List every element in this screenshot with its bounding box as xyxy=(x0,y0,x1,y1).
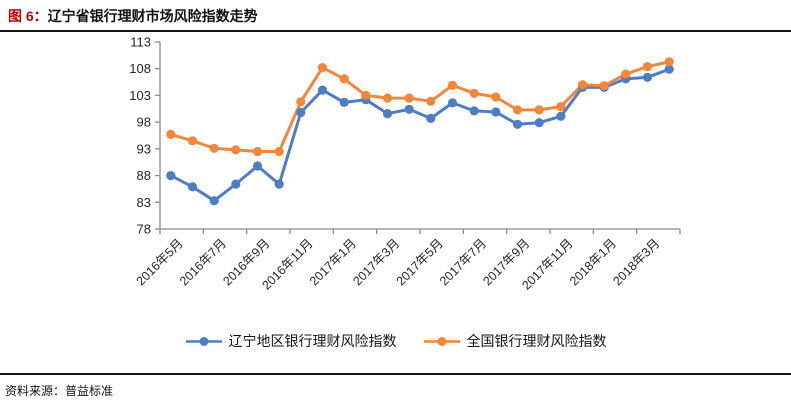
series-line-1 xyxy=(169,60,671,153)
series-0-point xyxy=(382,109,393,119)
series-0-point xyxy=(274,179,284,189)
legend-item-national: 全国银行理财风险指数 xyxy=(423,331,607,351)
y-axis-tick-label: 78 xyxy=(137,222,151,237)
chart-area: 78 83 88 93 98 103 108 113 2016年5月 2016年7月 2016年9月… xyxy=(0,32,791,327)
series-0-point xyxy=(642,72,653,82)
legend-label-national: 全国银行理财风险指数 xyxy=(466,333,607,349)
series-1-point xyxy=(317,63,328,73)
series-1-point xyxy=(252,146,263,157)
series-line-0 xyxy=(169,67,671,203)
y-axis-tick-label: 103 xyxy=(129,88,151,103)
title-divider xyxy=(0,30,791,32)
series-0-point xyxy=(339,97,349,107)
national-series-marker-icon xyxy=(423,336,460,346)
series-1-point xyxy=(382,93,393,103)
series-0-point xyxy=(512,119,523,129)
footer-divider xyxy=(0,373,791,375)
series-1-point xyxy=(339,74,349,84)
data-source-note: 资料来源：普益标准 xyxy=(5,384,114,398)
series-0-point xyxy=(534,118,544,128)
page-title: 辽宁省银行理财市场风险指数走势 xyxy=(47,8,258,24)
series-1-point xyxy=(664,57,674,67)
legend-item-liaoning: 辽宁地区银行理财风险指数 xyxy=(185,331,397,351)
series-1-point xyxy=(577,80,588,90)
series-1-point xyxy=(599,81,609,91)
series-0-point xyxy=(296,107,306,118)
risk-index-line-chart: 78838893981031081132016年5月2016年7月2016年9月… xyxy=(129,35,681,293)
series-0-point xyxy=(469,106,479,116)
page-footer: 资料来源：普益标准 xyxy=(0,373,791,407)
series-0-point xyxy=(491,107,501,117)
figure-title-bar: 图 6：辽宁省银行理财市场风险指数走势 xyxy=(0,0,791,30)
y-axis-tick-label: 98 xyxy=(137,115,151,130)
series-1-point xyxy=(534,105,544,115)
series-1-point xyxy=(642,62,653,72)
series-0-point xyxy=(664,64,674,74)
series-0-point xyxy=(317,85,328,95)
legend-label-liaoning: 辽宁地区银行理财风险指数 xyxy=(228,333,397,349)
series-1-point xyxy=(512,105,523,115)
series-1-point xyxy=(209,143,219,153)
series-0-point xyxy=(447,98,458,108)
series-0-point xyxy=(252,161,263,171)
series-1-point xyxy=(274,146,284,157)
series-0-point xyxy=(166,171,176,181)
series-1-point xyxy=(166,129,176,139)
series-1-point xyxy=(296,97,306,107)
series-1-point xyxy=(231,145,241,155)
series-0-point xyxy=(209,196,219,206)
series-1-point xyxy=(621,69,631,79)
y-axis-tick-label: 83 xyxy=(137,195,151,210)
liaoning-series-marker-icon xyxy=(185,336,222,346)
y-axis-tick-label: 93 xyxy=(137,141,151,156)
series-1-point xyxy=(426,96,436,106)
series-0-point xyxy=(231,179,241,189)
series-1-point xyxy=(404,93,414,103)
series-1-point xyxy=(361,90,371,100)
x-axis-tick-label: 2018年3月 xyxy=(610,236,662,288)
series-1-point xyxy=(556,102,566,112)
series-0-point xyxy=(187,182,198,192)
figure-number-label: 图 6： xyxy=(8,8,48,24)
y-axis-tick-label: 113 xyxy=(130,35,151,50)
series-1-point xyxy=(491,92,501,102)
series-1-point xyxy=(187,136,198,146)
series-0-point xyxy=(404,104,414,114)
series-1-point xyxy=(469,88,479,98)
chart-legend: 辽宁地区银行理财风险指数 全国银行理财风险指数 xyxy=(0,329,791,353)
y-axis-tick-label: 88 xyxy=(137,168,151,183)
series-0-point xyxy=(426,113,436,123)
series-0-point xyxy=(556,111,566,121)
series-1-point xyxy=(447,80,458,90)
y-axis-tick-label: 108 xyxy=(129,61,151,76)
